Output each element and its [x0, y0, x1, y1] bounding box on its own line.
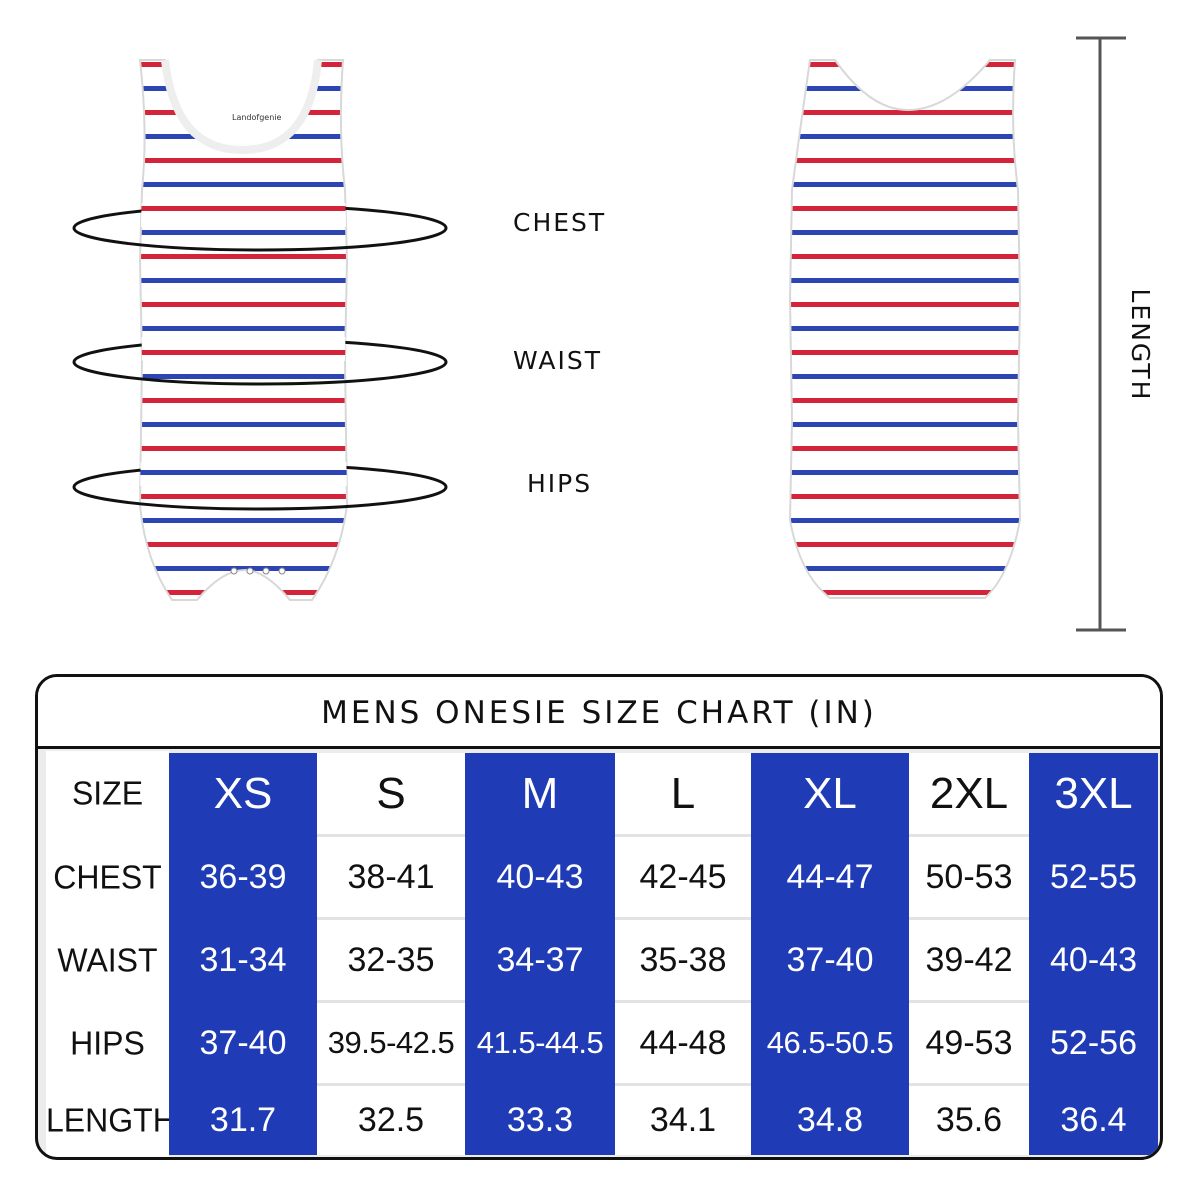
size-chart: MENS ONESIE SIZE CHART (IN) SIZE XS S M L XL 2…: [35, 674, 1163, 1160]
table-cell: 44-47: [751, 837, 909, 920]
table-cell: 32.5: [317, 1086, 465, 1155]
table-cell: 34.1: [615, 1086, 751, 1155]
size-header-cell: 3XL: [1029, 753, 1158, 837]
size-header-cell: S: [317, 753, 465, 837]
size-chart-title: MENS ONESIE SIZE CHART (IN): [38, 677, 1160, 749]
table-cell: 37-40: [169, 1003, 317, 1086]
table-cell: 36.4: [1029, 1086, 1158, 1155]
table-cell: 36-39: [169, 837, 317, 920]
table-cell: 37-40: [751, 920, 909, 1003]
table-cell: 31.7: [169, 1086, 317, 1155]
chest-label: CHEST: [513, 208, 607, 237]
size-header-cell: XL: [751, 753, 909, 837]
table-cell: 42-45: [615, 837, 751, 920]
table-cell: 52-56: [1029, 1003, 1158, 1086]
row-label: HIPS: [46, 1000, 169, 1089]
length-indicator: [1076, 36, 1126, 632]
table-row: CHEST 36-39 38-41 40-43 42-45 44-47 50-53 52-55: [46, 834, 1158, 923]
table-cell: 39.5-42.5: [317, 1003, 465, 1086]
table-cell: 35.6: [909, 1086, 1029, 1155]
length-label: LENGTH: [1126, 288, 1155, 402]
table-cell: 52-55: [1029, 837, 1158, 920]
size-header-cell: 2XL: [909, 753, 1029, 837]
size-header-row: SIZE XS S M L XL 2XL 3XL: [46, 750, 1158, 840]
size-header-cell: L: [615, 753, 751, 837]
waist-label: WAIST: [513, 346, 602, 375]
table-cell: 40-43: [1029, 920, 1158, 1003]
table-cell: 46.5-50.5: [751, 1003, 909, 1086]
table-cell: 50-53: [909, 837, 1029, 920]
garment-illustration: Landofgenie: [72, 36, 1126, 632]
table-cell: 31-34: [169, 920, 317, 1003]
table-row: LENGTH 31.7 32.5 33.3 34.1 34.8 35.6 36.4: [46, 1084, 1158, 1157]
back-view-garment: [788, 59, 1022, 599]
table-cell: 34-37: [465, 920, 615, 1003]
table-cell: 39-42: [909, 920, 1029, 1003]
table-cell: 35-38: [615, 920, 751, 1003]
garment-tag-text: Landofgenie: [232, 113, 282, 122]
table-row: HIPS 37-40 39.5-42.5 41.5-44.5 44-48 46.5-50.…: [46, 1000, 1158, 1089]
table-cell: 40-43: [465, 837, 615, 920]
size-header-label: SIZE: [46, 750, 169, 840]
row-label: CHEST: [46, 834, 169, 923]
hips-label: HIPS: [527, 469, 593, 498]
snap-buttons: [230, 567, 286, 575]
row-label: LENGTH: [46, 1084, 169, 1157]
table-cell: 41.5-44.5: [465, 1003, 615, 1086]
size-header-cell: XS: [169, 753, 317, 837]
table-row: WAIST 31-34 32-35 34-37 35-38 37-40 39-42 40-43: [46, 917, 1158, 1006]
table-cell: 49-53: [909, 1003, 1029, 1086]
table-cell: 33.3: [465, 1086, 615, 1155]
table-cell: 34.8: [751, 1086, 909, 1155]
table-cell: 38-41: [317, 837, 465, 920]
table-cell: 44-48: [615, 1003, 751, 1086]
size-header-cell: M: [465, 753, 615, 837]
table-cell: 32-35: [317, 920, 465, 1003]
front-view-garment: Landofgenie: [138, 59, 349, 601]
row-label: WAIST: [46, 917, 169, 1006]
size-table: SIZE XS S M L XL 2XL 3XL CHEST 36-39 38-41 40-43 42-…: [46, 750, 1158, 1157]
